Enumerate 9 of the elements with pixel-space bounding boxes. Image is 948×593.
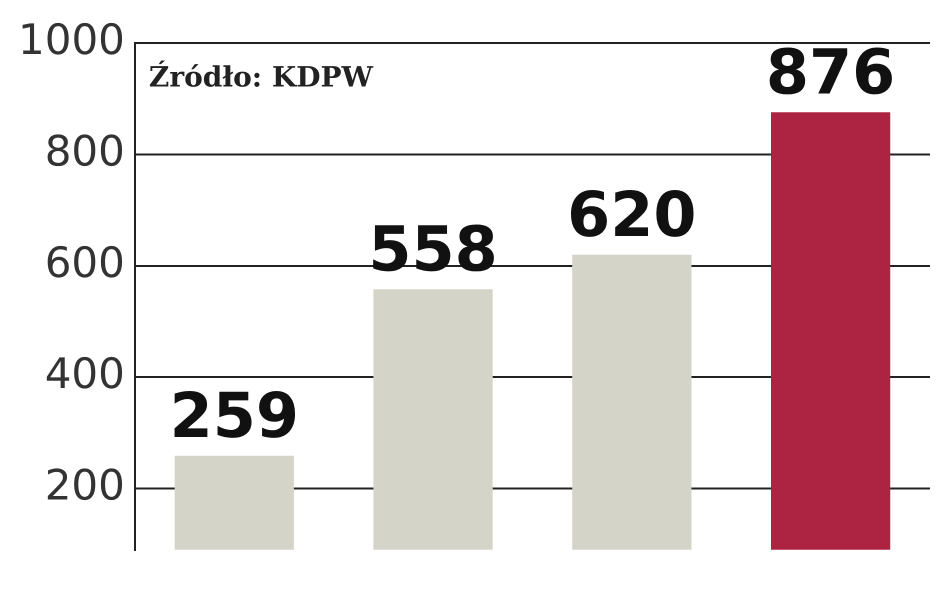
y-tick-label: 400 [44, 349, 125, 398]
annotation: Źródło: KDPW [148, 60, 374, 94]
y-tick-label: 200 [44, 460, 125, 510]
y-tick-label: 1000 [18, 15, 125, 64]
data-label: 620 [567, 178, 697, 251]
y-tick-label: 600 [44, 238, 125, 287]
data-label: 876 [766, 35, 896, 108]
data-label: 259 [170, 378, 299, 452]
y-tick-label: 800 [44, 126, 125, 176]
